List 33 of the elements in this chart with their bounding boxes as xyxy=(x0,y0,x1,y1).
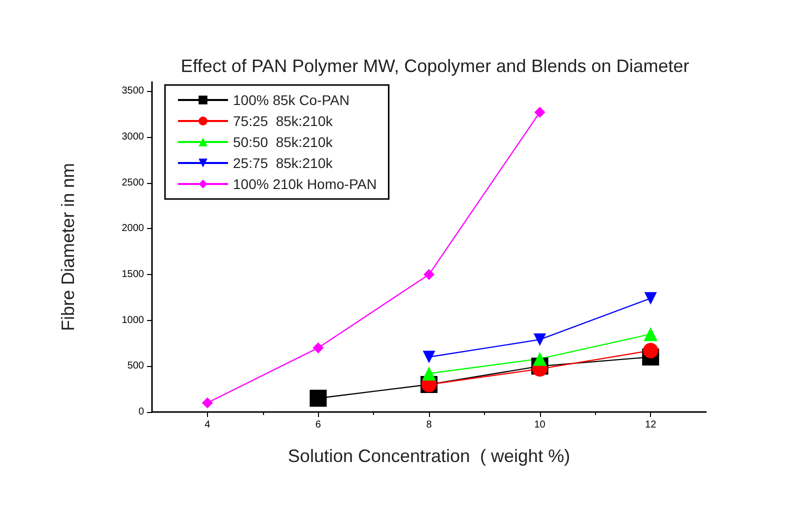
legend-label: 100% 210k Homo-PAN xyxy=(233,176,377,192)
legend-label: 100% 85k Co-PAN xyxy=(233,92,350,108)
x-axis-title: Solution Concentration ( weight %) xyxy=(288,446,570,466)
point xyxy=(642,342,658,358)
y-tick-label: 2000 xyxy=(122,223,144,234)
x-tick-label: 12 xyxy=(645,420,657,430)
legend-label: 75:25 85k:210k xyxy=(233,113,334,129)
point xyxy=(424,269,434,280)
point xyxy=(534,333,546,346)
x-tick-label: 8 xyxy=(426,420,432,430)
point xyxy=(644,327,658,342)
chart-title: Effect of PAN Polymer MW, Copolymer and Blends on Diameter xyxy=(180,56,690,76)
point xyxy=(422,366,436,380)
point xyxy=(532,352,547,366)
legend-label: 50:50 85k:210k xyxy=(233,134,334,150)
y-tick-label: 2500 xyxy=(122,177,144,188)
x-tick-label: 10 xyxy=(534,420,546,430)
y-tick-label: 3000 xyxy=(122,132,144,142)
y-tick-label: 3500 xyxy=(122,86,144,97)
point xyxy=(644,292,657,305)
y-tick-label: 500 xyxy=(127,360,144,372)
x-tick-label: 6 xyxy=(315,420,322,430)
y-tick-label: 0 xyxy=(138,406,144,418)
point xyxy=(312,342,324,354)
y-tick-label: 1000 xyxy=(122,314,144,326)
point xyxy=(534,106,546,118)
y-axis-title: Fibre Diameter in nm xyxy=(58,162,78,332)
point xyxy=(422,350,436,364)
y-tick-label: 1500 xyxy=(122,269,144,280)
point xyxy=(202,397,213,408)
legend-label: 25:75 85k:210k xyxy=(233,155,334,171)
point xyxy=(310,390,327,407)
x-tick-label: 4 xyxy=(204,420,211,430)
